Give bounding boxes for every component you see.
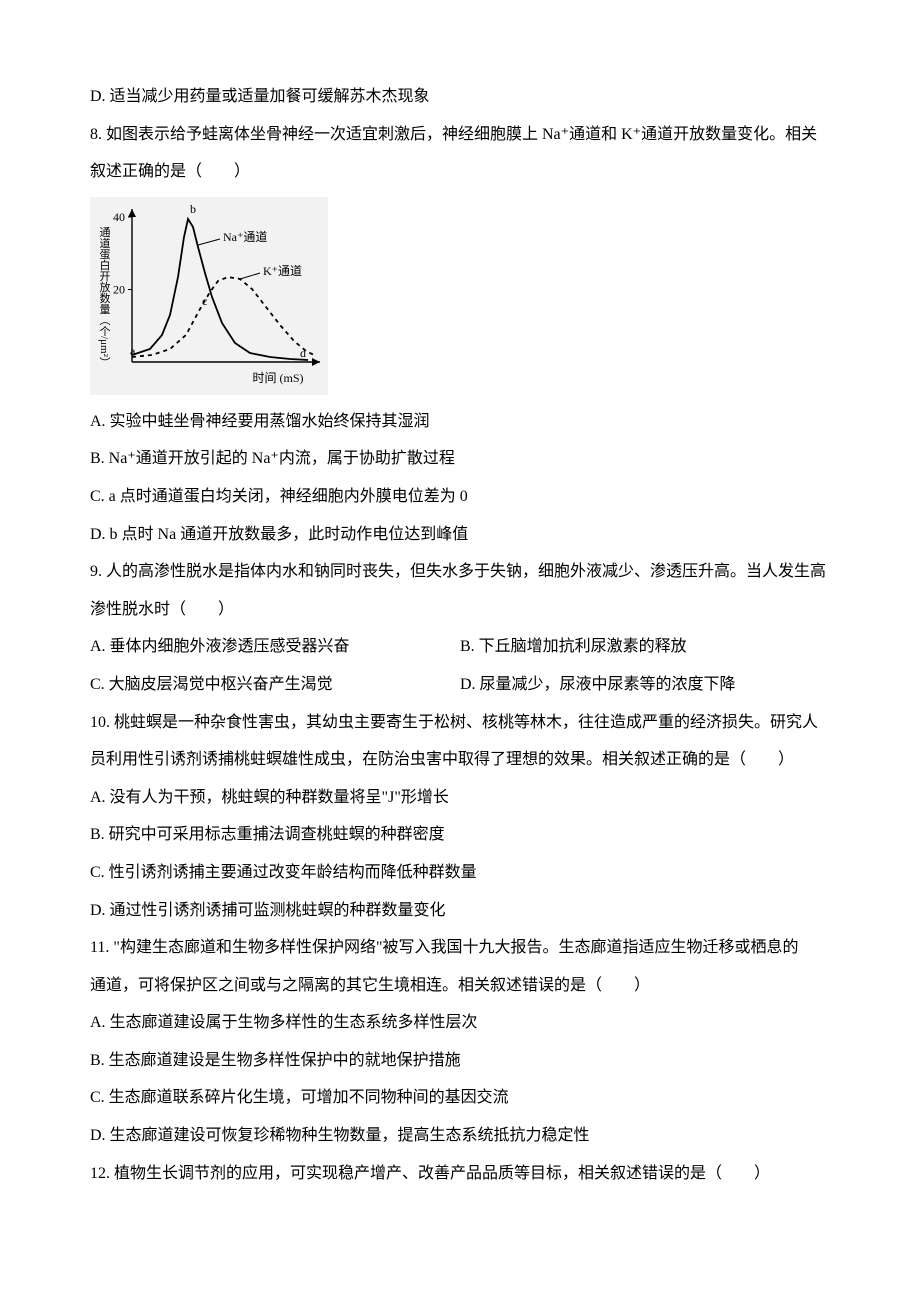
- q10-option-a: A. 没有人为干预，桃蛀螟的种群数量将呈"J"形增长: [90, 779, 830, 817]
- q9-option-d: D. 尿量减少，尿液中尿素等的浓度下降: [460, 666, 830, 704]
- q8-option-b: B. Na⁺通道开放引起的 Na⁺内流，属于协助扩散过程: [90, 440, 830, 478]
- q8-chart: 20 40通道蛋白开放数量（个/μm²） 时间 (mS) a b c d Na⁺通道 K⁺通道: [90, 197, 830, 395]
- svg-text:b: b: [190, 202, 196, 216]
- svg-text:Na⁺通道: Na⁺通道: [223, 230, 267, 244]
- q10-stem-line2: 员利用性引诱剂诱捕桃蛀螟雄性成虫，在防治虫害中取得了理想的效果。相关叙述正确的是…: [90, 741, 830, 779]
- q10-option-b: B. 研究中可采用标志重捕法调查桃蛀螟的种群密度: [90, 816, 830, 854]
- q9-option-b: B. 下丘脑增加抗利尿激素的释放: [460, 628, 830, 666]
- svg-text:a: a: [130, 344, 136, 358]
- q11-stem-line2: 通道，可将保护区之间或与之隔离的其它生境相连。相关叙述错误的是（ ）: [90, 967, 830, 1005]
- q11-option-b: B. 生态廊道建设是生物多样性保护中的就地保护措施: [90, 1042, 830, 1080]
- q10-option-c: C. 性引诱剂诱捕主要通过改变年龄结构而降低种群数量: [90, 854, 830, 892]
- q8-option-c: C. a 点时通道蛋白均关闭，神经细胞内外膜电位差为 0: [90, 478, 830, 516]
- q7-option-d: D. 适当减少用药量或适量加餐可缓解苏木杰现象: [90, 78, 830, 116]
- q8-stem-line2: 叙述正确的是（ ）: [90, 153, 830, 191]
- svg-text:K⁺通道: K⁺通道: [263, 264, 302, 278]
- svg-text:c: c: [202, 294, 207, 308]
- q11-stem-line1: 11. "构建生态廊道和生物多样性保护网络"被写入我国十九大报告。生态廊道指适应…: [90, 929, 830, 967]
- q9-options-row2: C. 大脑皮层渴觉中枢兴奋产生渴觉 D. 尿量减少，尿液中尿素等的浓度下降: [90, 666, 830, 704]
- q8-option-d: D. b 点时 Na 通道开放数最多，此时动作电位达到峰值: [90, 516, 830, 554]
- svg-text:40: 40: [113, 210, 125, 224]
- q10-option-d: D. 通过性引诱剂诱捕可监测桃蛀螟的种群数量变化: [90, 892, 830, 930]
- q9-option-c: C. 大脑皮层渴觉中枢兴奋产生渴觉: [90, 666, 460, 704]
- q9-stem-line1: 9. 人的高渗性脱水是指体内水和钠同时丧失，但失水多于失钠，细胞外液减少、渗透压…: [90, 553, 830, 591]
- q9-stem-line2: 渗性脱水时（ ）: [90, 591, 830, 629]
- q8-stem-line1: 8. 如图表示给予蛙离体坐骨神经一次适宜刺激后，神经细胞膜上 Na⁺通道和 K⁺…: [90, 116, 830, 154]
- q9-options-row1: A. 垂体内细胞外液渗透压感受器兴奋 B. 下丘脑增加抗利尿激素的释放: [90, 628, 830, 666]
- q8-option-a: A. 实验中蛙坐骨神经要用蒸馏水始终保持其湿润: [90, 403, 830, 441]
- q10-stem-line1: 10. 桃蛀螟是一种杂食性害虫，其幼虫主要寄生于松树、核桃等林木，往往造成严重的…: [90, 704, 830, 742]
- q11-option-d: D. 生态廊道建设可恢复珍稀物种生物数量，提高生态系统抵抗力稳定性: [90, 1117, 830, 1155]
- exam-page: D. 适当减少用药量或适量加餐可缓解苏木杰现象 8. 如图表示给予蛙离体坐骨神经…: [0, 0, 920, 1302]
- q12-stem-line1: 12. 植物生长调节剂的应用，可实现稳产增产、改善产品品质等目标，相关叙述错误的…: [90, 1155, 830, 1193]
- svg-text:通道蛋白开放数量（个/μm²）: 通道蛋白开放数量（个/μm²）: [98, 226, 111, 368]
- q11-option-c: C. 生态廊道联系碎片化生境，可增加不同物种间的基因交流: [90, 1079, 830, 1117]
- q11-option-a: A. 生态廊道建设属于生物多样性的生态系统多样性层次: [90, 1004, 830, 1042]
- svg-text:时间 (mS): 时间 (mS): [252, 371, 303, 385]
- q9-option-a: A. 垂体内细胞外液渗透压感受器兴奋: [90, 628, 460, 666]
- svg-text:d: d: [300, 346, 306, 360]
- svg-text:20: 20: [113, 282, 125, 296]
